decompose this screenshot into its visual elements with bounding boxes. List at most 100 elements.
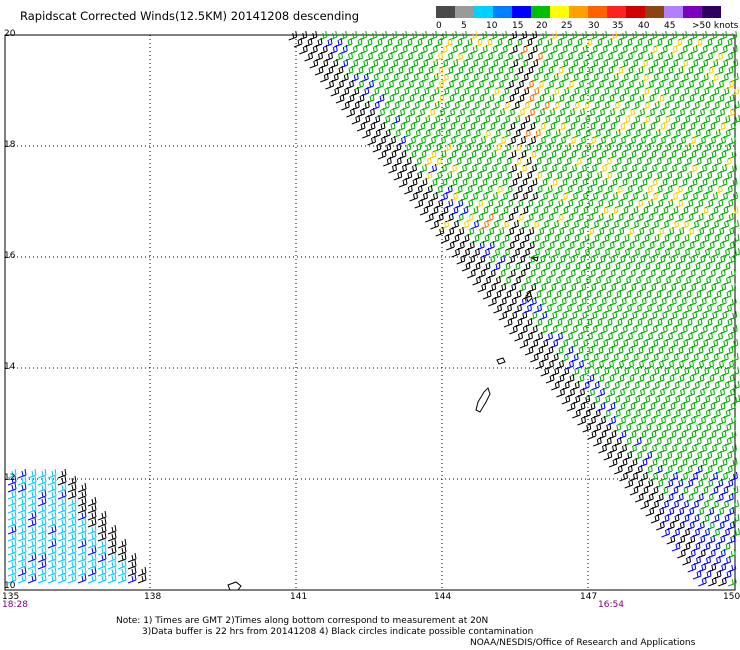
wind-barb (330, 72, 339, 83)
wind-barb (362, 128, 371, 139)
wind-barb (553, 170, 563, 181)
wind-barb (653, 156, 662, 167)
wind-barb (414, 51, 423, 62)
wind-barb (485, 79, 494, 90)
colorbar-tick-label: 40 (638, 21, 650, 31)
wind-barb (37, 531, 47, 542)
wind-barb (578, 177, 588, 188)
wind-barb (587, 415, 596, 426)
wind-barb (459, 58, 469, 69)
wind-barb (293, 37, 303, 48)
wind-barb (486, 121, 496, 132)
wind-barb (531, 100, 540, 111)
colorbar-swatch (436, 6, 455, 18)
wind-barb (682, 408, 691, 419)
wind-barb (666, 240, 675, 251)
wind-barb (582, 289, 592, 300)
wind-barb (666, 387, 675, 398)
wind-barb (465, 79, 474, 90)
wind-barb (402, 142, 412, 153)
wind-barb (308, 30, 318, 41)
wind-barb (17, 538, 27, 549)
wind-barb (672, 275, 681, 286)
wind-barb (665, 212, 674, 223)
wind-barb (537, 149, 547, 160)
wind-barb (288, 30, 298, 41)
wind-barb (575, 93, 585, 104)
wind-barb (519, 205, 529, 216)
wind-barb (514, 65, 524, 76)
wind-barb (709, 58, 719, 69)
wind-barb (460, 86, 470, 97)
wind-barb (728, 163, 737, 174)
wind-barb (690, 352, 699, 363)
wind-barb (671, 100, 680, 111)
wind-barb (678, 457, 688, 468)
wind-barb (687, 149, 697, 160)
wind-barb (646, 401, 656, 412)
wind-barb (430, 72, 439, 83)
wind-barb (509, 44, 518, 55)
wind-barb (414, 65, 424, 76)
wind-barb (571, 247, 580, 258)
wind-barb (401, 114, 411, 125)
wind-barb (548, 177, 558, 188)
wind-barb (696, 401, 706, 412)
wind-barb (688, 457, 698, 468)
wind-barb (393, 170, 403, 181)
wind-barb (355, 93, 365, 104)
wind-barb (629, 338, 639, 349)
wind-barb (412, 142, 422, 153)
wind-barb (455, 79, 464, 90)
wind-barb (546, 240, 555, 251)
wind-barb (678, 30, 688, 41)
wind-barb (553, 303, 562, 314)
wind-barb (428, 30, 438, 41)
wind-barb (556, 254, 566, 265)
wind-barb (555, 93, 565, 104)
wind-barb (542, 128, 551, 139)
wind-barb (587, 268, 596, 279)
wind-barb (590, 366, 600, 377)
wind-barb (710, 233, 720, 244)
wind-barb (491, 114, 501, 125)
wind-barb (726, 107, 735, 118)
wind-barb (524, 65, 534, 76)
wind-barb (693, 450, 703, 461)
wind-barb (727, 415, 736, 426)
wind-barb (380, 72, 389, 83)
wind-barb (492, 275, 501, 286)
wind-barb (628, 443, 637, 454)
wind-barb (423, 156, 432, 167)
wind-barb (618, 457, 628, 468)
wind-barb (406, 121, 416, 132)
wind-barb (17, 559, 27, 570)
wind-barb (365, 93, 375, 104)
lon-label-150: 150 (723, 592, 740, 602)
wind-barb (127, 559, 137, 570)
colorbar-swatch (626, 6, 645, 18)
wind-barb (619, 58, 629, 69)
wind-barb (704, 184, 713, 195)
wind-barb (634, 184, 643, 195)
wind-barb (669, 58, 679, 69)
wind-barb (711, 380, 720, 391)
wind-barb (577, 149, 587, 160)
wind-barb (581, 100, 590, 111)
wind-barb (597, 135, 606, 146)
wind-barb (599, 205, 609, 216)
wind-barb (585, 226, 595, 237)
wind-barb (77, 489, 87, 500)
wind-barb (533, 303, 542, 314)
colorbar-tick-label: 15 (512, 21, 524, 31)
wind-barb (412, 128, 421, 139)
wind-barb (434, 198, 444, 209)
wind-barb (501, 100, 510, 111)
wind-barb (701, 541, 711, 552)
wind-barb (671, 394, 681, 405)
wind-barb (67, 489, 77, 500)
wind-barb (478, 163, 487, 174)
wind-barb (492, 128, 501, 139)
wind-barb (646, 254, 656, 265)
wind-barb (719, 58, 729, 69)
